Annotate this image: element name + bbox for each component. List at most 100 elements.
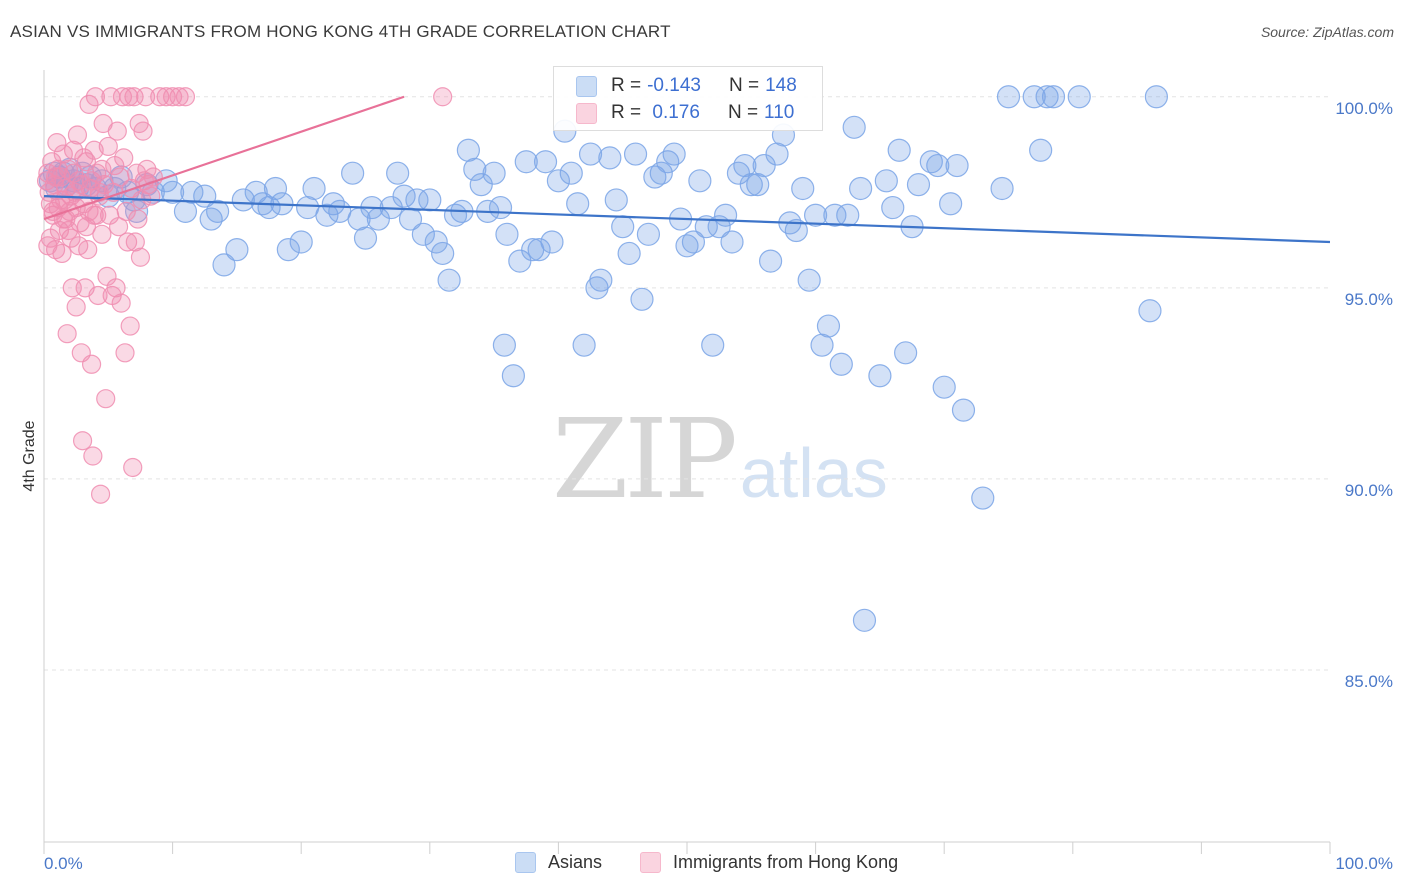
- legend-row-hong-kong: R = 0.176 N = 110: [576, 100, 794, 126]
- point-hong-kong: [135, 87, 156, 107]
- point-asians: [495, 222, 519, 246]
- point-asians: [437, 268, 461, 292]
- point-asians: [598, 146, 622, 170]
- point-asians: [797, 268, 821, 292]
- point-hong-kong: [71, 175, 91, 195]
- point-asians: [302, 176, 326, 201]
- point-hong-kong: [116, 201, 136, 222]
- y-tick-label: 100.0%: [1335, 99, 1393, 118]
- point-asians: [739, 173, 763, 197]
- chart-title: ASIAN VS IMMIGRANTS FROM HONG KONG 4TH G…: [10, 22, 671, 41]
- point-asians: [713, 203, 738, 227]
- series-legend-hong-kong: Immigrants from Hong Kong: [640, 852, 898, 873]
- point-asians: [617, 241, 641, 266]
- point-hong-kong: [123, 457, 143, 478]
- point-asians: [894, 341, 918, 365]
- point-asians: [263, 176, 288, 201]
- point-asians: [418, 188, 442, 212]
- point-asians: [527, 238, 551, 262]
- point-hong-kong: [63, 140, 84, 160]
- point-asians: [810, 333, 834, 357]
- point-hong-kong: [133, 121, 153, 141]
- point-hong-kong: [90, 484, 111, 504]
- point-asians: [656, 150, 680, 174]
- series-legend: Asians Immigrants from Hong Kong: [0, 852, 1406, 878]
- point-hong-kong: [114, 148, 134, 168]
- stats-legend: R = -0.143 N = 148 R = 0.176 N = 110: [553, 66, 823, 131]
- point-hong-kong: [51, 167, 71, 187]
- point-asians: [212, 253, 236, 277]
- point-hong-kong: [43, 201, 63, 222]
- point-asians: [1022, 85, 1046, 109]
- point-asians: [276, 238, 300, 262]
- point-hong-kong: [130, 247, 151, 267]
- point-asians: [411, 222, 435, 246]
- point-asians: [932, 375, 956, 399]
- point-hong-kong: [53, 144, 73, 164]
- point-hong-kong: [72, 431, 93, 451]
- point-hong-kong: [107, 121, 127, 141]
- point-asians: [533, 150, 558, 174]
- point-hong-kong: [74, 148, 94, 168]
- point-asians: [492, 333, 516, 357]
- point-asians: [231, 188, 255, 212]
- x-tick-label: 0.0%: [44, 854, 83, 873]
- legend-n-label: N =: [727, 102, 759, 123]
- point-hong-kong: [47, 133, 67, 153]
- point-hong-kong: [79, 94, 99, 114]
- point-hong-kong: [108, 217, 129, 237]
- point-asians: [726, 161, 751, 185]
- point-asians: [289, 230, 313, 254]
- point-asians: [649, 161, 673, 185]
- legend-r-value: 0.176: [647, 102, 700, 123]
- point-asians: [1029, 138, 1053, 162]
- point-asians: [589, 268, 613, 292]
- point-asians: [341, 161, 365, 185]
- point-hong-kong: [84, 140, 104, 160]
- point-hong-kong: [40, 228, 61, 248]
- point-hong-kong: [124, 87, 144, 107]
- point-asians: [945, 153, 969, 178]
- point-asians: [887, 138, 911, 162]
- point-hong-kong: [85, 87, 106, 107]
- point-asians: [572, 333, 596, 357]
- point-asians: [424, 230, 448, 254]
- point-hong-kong: [111, 293, 131, 313]
- watermark: ZIPatlas: [552, 395, 888, 523]
- watermark-atlas: atlas: [739, 434, 888, 512]
- point-asians: [842, 115, 866, 139]
- point-asians: [919, 150, 943, 174]
- point-hong-kong: [92, 159, 112, 179]
- point-hong-kong: [38, 236, 58, 256]
- point-asians: [353, 226, 378, 250]
- point-asians: [765, 142, 789, 166]
- point-asians: [463, 157, 487, 181]
- point-hong-kong: [48, 159, 68, 179]
- series-legend-asians: Asians: [515, 852, 602, 873]
- series-label-hong-kong: Immigrants from Hong Kong: [673, 852, 899, 872]
- point-asians: [868, 364, 892, 388]
- point-asians: [508, 249, 532, 273]
- point-asians: [225, 238, 249, 262]
- point-asians: [926, 153, 950, 178]
- point-hong-kong: [117, 232, 138, 252]
- point-asians: [791, 176, 815, 201]
- point-hong-kong: [119, 87, 139, 107]
- point-asians: [752, 153, 776, 178]
- point-hong-kong: [115, 343, 135, 363]
- point-asians: [675, 234, 699, 258]
- point-asians: [971, 486, 995, 510]
- point-asians: [701, 333, 725, 357]
- legend-n-value: 148: [765, 75, 797, 96]
- point-asians: [546, 169, 571, 193]
- point-hong-kong: [83, 446, 103, 466]
- point-asians: [852, 608, 877, 632]
- point-asians: [488, 195, 513, 220]
- point-asians: [758, 249, 783, 273]
- point-asians: [630, 287, 654, 311]
- point-hong-kong: [96, 389, 116, 409]
- point-asians: [398, 207, 423, 231]
- point-asians: [636, 222, 661, 246]
- point-asians: [720, 230, 744, 254]
